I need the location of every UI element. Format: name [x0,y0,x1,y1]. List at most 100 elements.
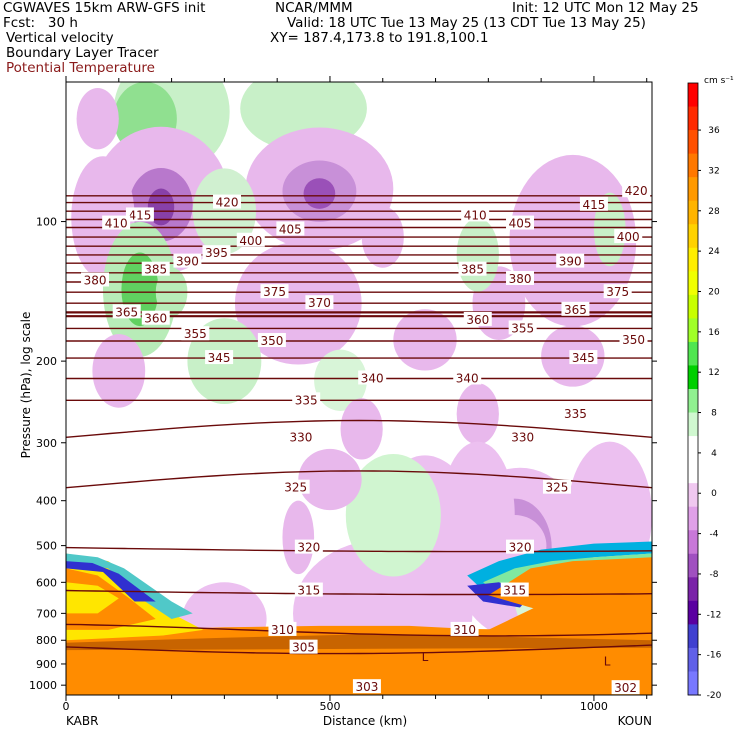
model-title: CGWAVES 15km ARW-GFS init [3,0,206,16]
theta-label: 410 [464,208,487,222]
velocity-cell [147,188,175,226]
theta-label-bg [506,270,535,285]
velocity-cell [345,453,441,577]
theta-contour [66,644,652,655]
low-marker: L [604,655,611,669]
theta-contour [66,419,652,438]
colorbar-label: -12 [707,610,722,620]
theta-label-bg [508,320,537,335]
theta-label: 395 [205,246,228,260]
theta-label: 315 [297,584,320,598]
colorbar-swatch [688,294,698,319]
theta-label: 305 [292,641,315,655]
colorbar-swatch [688,177,698,202]
theta-label: 370 [308,296,331,310]
theta-label-bg [461,207,490,222]
theta-label: 415 [128,208,151,222]
theta-label: 405 [509,217,532,231]
theta-label: 390 [559,255,582,269]
theta-label: 390 [176,255,199,269]
plot-frame [65,81,653,696]
theta-label: 375 [263,285,286,299]
velocity-cell [456,383,499,445]
y-tick-label: 700 [36,607,57,620]
theta-label-bg [579,196,608,211]
colorbar-frame [687,82,699,696]
colorbar-swatch [688,671,698,696]
theta-label-bg [622,183,651,198]
y-axis-label: Pressure (hPa), log scale [19,312,33,459]
theta-label-bg [294,539,323,554]
theta-label-bg [561,301,590,316]
colorbar-swatch [688,247,698,272]
theta-label: 420 [216,196,239,210]
theta-label-bg [611,680,640,695]
theta-label: 320 [509,541,532,555]
colorbar-swatch [688,530,698,555]
theta-label-bg [500,582,529,597]
theta-label-bg [453,370,482,385]
theta-label: 380 [509,272,532,286]
y-tick-label: 400 [36,495,57,508]
x-tick-label: 500 [319,700,340,713]
theta-label: 385 [144,263,167,277]
theta-label: 350 [622,333,645,347]
field-vertical-velocity: Vertical velocity [6,30,114,46]
theta-label-bg [213,194,242,209]
velocity-cell [314,349,367,411]
theta-label-bg [569,350,598,365]
y-tick-label: 200 [36,355,57,368]
colorbar-swatch [688,647,698,672]
velocity-cell [76,88,119,150]
colorbar-swatch [688,389,698,414]
field-boundary-layer-tracer: Boundary Layer Tracer [6,45,159,61]
theta-label: 340 [361,371,384,385]
theta-label-bg [603,284,632,299]
x-end-station: KOUN [618,714,652,728]
theta-label: 302 [614,681,637,695]
forecast-hour: Fcst: 30 h [3,15,78,31]
theta-label: 410 [105,217,128,231]
colorbar-swatch [688,271,698,296]
theta-label: 330 [511,430,534,444]
colorbar-swatch [688,153,698,178]
theta-label: 335 [564,407,587,421]
theta-label: 360 [144,312,167,326]
theta-label-bg [102,215,131,230]
theta-label-bg [542,479,571,494]
colorbar-swatch [688,553,698,578]
velocity-cell [282,500,315,575]
theta-label: 400 [239,234,262,248]
colorbar-swatch [688,106,698,131]
theta-label: 375 [606,285,629,299]
y-tick-label: 900 [36,658,57,671]
x-tick-label: 0 [63,700,70,713]
theta-label-bg [173,253,202,268]
theta-contour [66,589,652,596]
theta-label: 365 [115,305,138,319]
theta-label: 315 [503,584,526,598]
theta-label: 405 [279,222,302,236]
colorbar-label: -16 [707,651,722,661]
valid-time: Valid: 18 UTC Tue 13 May 25 (13 CDT Tue … [287,15,646,31]
theta-contour [66,546,652,553]
colorbar: 36 32 28 24 20 16 12 8 4 0 -4 -8 -12 -16 -20 [687,82,722,701]
theta-label-bg [294,582,323,597]
x-start-station: KABR [66,714,98,728]
colorbar-label: 4 [711,449,717,459]
theta-label: 345 [208,351,231,365]
theta-label: 415 [582,198,605,212]
theta-label: 325 [284,481,307,495]
y-tick-label: 500 [36,540,57,553]
theta-label-bg [281,479,310,494]
colorbar-swatch [688,341,698,366]
colorbar-swatch [688,200,698,225]
theta-label: 310 [453,623,476,637]
velocity-cell [298,448,362,511]
theta-label: 340 [456,371,479,385]
colorbar-swatch [688,224,698,249]
theta-label-bg [289,639,318,654]
theta-label-bg [286,429,315,444]
theta-label-bg [276,221,305,236]
